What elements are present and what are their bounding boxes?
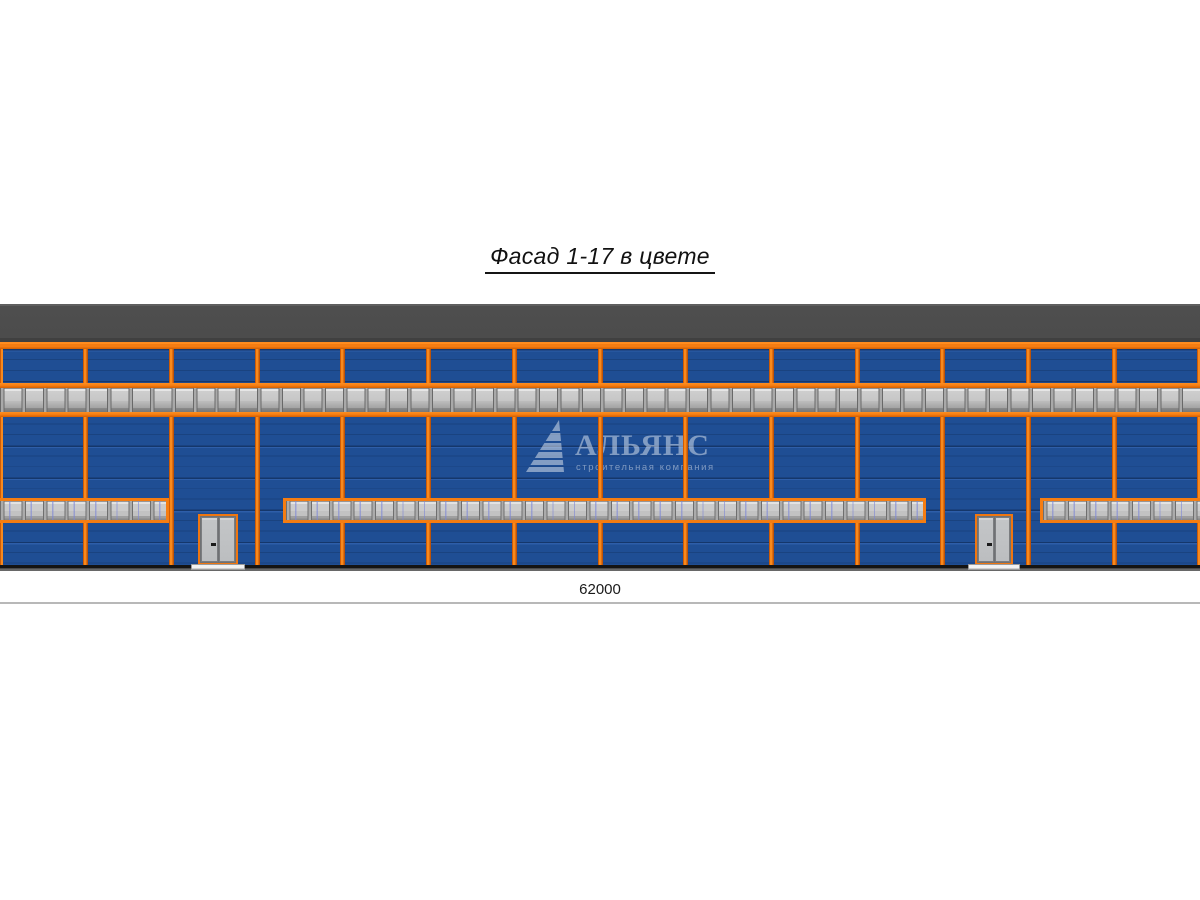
column-mullion — [1026, 349, 1032, 565]
door-threshold — [191, 564, 245, 570]
column-mullion — [597, 349, 603, 565]
door-handle — [987, 542, 992, 546]
pyramid-logo-icon — [526, 420, 564, 472]
company-tagline: строительная компания — [576, 462, 715, 473]
column-mullion — [1111, 349, 1117, 565]
lower-window-band-segment — [283, 498, 926, 523]
door-handle — [211, 542, 216, 546]
column-mullion — [168, 349, 174, 565]
dimension-line — [0, 602, 1200, 604]
window-band-glass — [1043, 501, 1200, 520]
door-leaf — [201, 517, 218, 562]
column-mullion — [426, 349, 432, 565]
lower-window-band-segment — [0, 498, 169, 523]
edge-mullion — [0, 349, 3, 565]
eave-orange-trim — [0, 342, 1200, 349]
ribbon-bottom-orange-trim — [0, 412, 1200, 417]
column-mullion — [340, 349, 346, 565]
column-mullion — [940, 349, 946, 565]
column-mullion — [254, 349, 260, 565]
door-threshold — [968, 564, 1020, 570]
entrance-double-door — [198, 514, 238, 565]
door-leaf — [978, 517, 994, 562]
dimension-label: 62000 — [579, 581, 621, 598]
column-mullion — [768, 349, 774, 565]
lower-window-band-segment — [1040, 498, 1200, 523]
column-mullion — [854, 349, 860, 565]
door-leaf — [218, 517, 235, 562]
drawing-title: Фасад 1-17 в цвете — [0, 243, 1200, 274]
column-mullion — [683, 349, 689, 565]
entrance-double-door — [975, 514, 1013, 565]
window-band-glass — [286, 501, 923, 520]
company-watermark: АЛЬЯНС строительная компания — [523, 418, 723, 482]
drawing-title-text: Фасад 1-17 в цвете — [485, 243, 715, 274]
edge-mullion — [1197, 349, 1200, 565]
facade-elevation: АЛЬЯНС строительная компания — [0, 304, 1200, 571]
ground-line — [0, 565, 1200, 571]
upper-window-ribbon — [0, 388, 1200, 412]
roof-band — [0, 304, 1200, 342]
company-name: АЛЬЯНС — [575, 429, 710, 462]
window-band-glass — [0, 501, 166, 520]
ribbon-top-orange-trim — [0, 383, 1200, 388]
column-mullion — [83, 349, 89, 565]
column-mullion — [511, 349, 517, 565]
door-leaf — [994, 517, 1010, 562]
